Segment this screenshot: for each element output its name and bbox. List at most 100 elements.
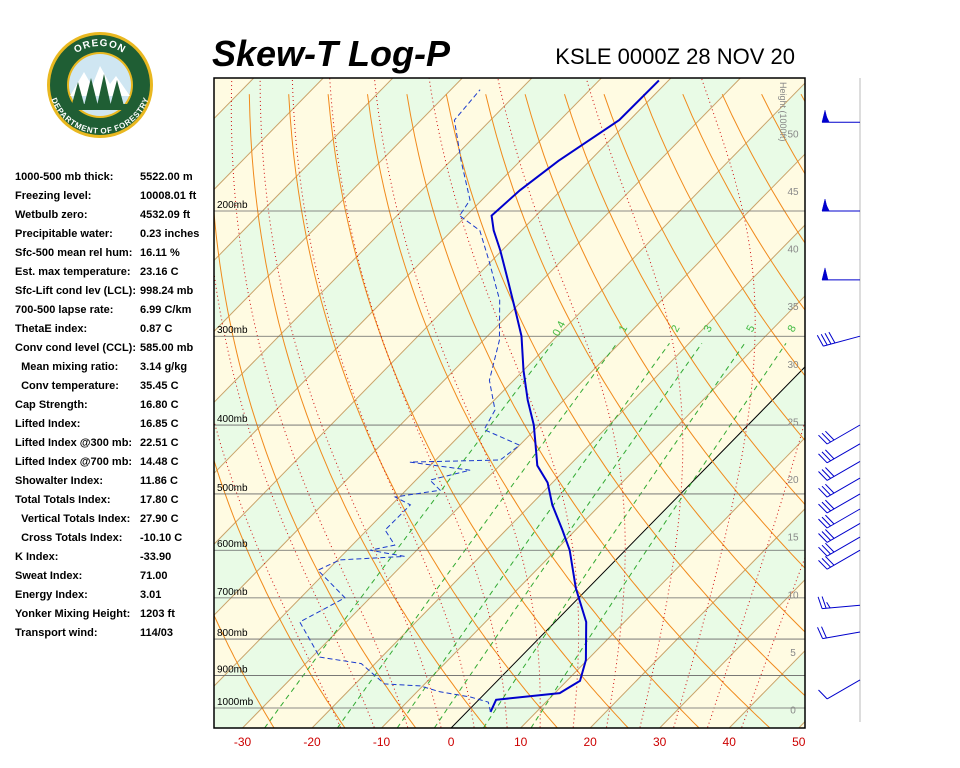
stat-label: Total Totals Index: <box>15 494 111 506</box>
height-label: 10 <box>787 590 799 601</box>
x-tick-label: 40 <box>723 735 737 749</box>
stat-label: ThetaE index: <box>15 323 87 335</box>
wind-barb <box>818 679 861 700</box>
dewpoint-profile <box>299 89 521 713</box>
wind-barb-staff <box>818 536 861 557</box>
x-tick-label: 10 <box>514 735 528 749</box>
stat-value: 114/03 <box>140 627 173 639</box>
height-label: 0 <box>790 706 796 717</box>
wind-barb-staff <box>818 679 861 700</box>
wind-barb-flag <box>821 198 829 212</box>
wind-barb <box>816 331 861 347</box>
moist-adiabat <box>291 78 475 728</box>
isotherm <box>589 508 805 728</box>
pressure-label: 900mb <box>217 664 248 675</box>
dry-adiabat <box>603 94 805 442</box>
stat-label: Energy Index: <box>15 589 88 601</box>
isotherm <box>242 153 805 728</box>
dry-adiabat <box>840 94 960 728</box>
wind-barb-staff <box>818 443 861 464</box>
stat-value: 71.00 <box>140 570 168 582</box>
stat-value: 1203 ft <box>140 608 175 620</box>
height-label: 5 <box>790 648 796 659</box>
stat-label: Lifted Index @700 mb: <box>15 456 132 468</box>
stat-label: Wetbulb zero: <box>15 209 88 221</box>
dry-adiabat <box>288 94 558 728</box>
pressure-label: 200mb <box>217 200 248 211</box>
pressure-label: 600mb <box>217 539 248 550</box>
plot-area: 0.4 1 2 3 5 81000mb900mb800mb700mb600mb500mb4… <box>214 78 960 728</box>
plot-border <box>213 77 806 729</box>
height-label: 35 <box>787 302 799 313</box>
stat-label: Lifted Index: <box>15 418 80 430</box>
stat-value: 4532.09 ft <box>140 209 190 221</box>
wind-barb <box>817 596 861 610</box>
height-label: 45 <box>787 187 799 198</box>
isotherm <box>214 82 805 687</box>
mixing-ratio-line <box>482 343 746 728</box>
wind-barb <box>818 443 861 464</box>
isotherm <box>214 78 672 545</box>
wind-barb-staff <box>817 596 861 610</box>
isotherm <box>381 295 805 728</box>
wind-barb-staff <box>818 477 861 498</box>
dry-adiabat <box>248 94 487 728</box>
wind-barb-flag <box>821 110 829 123</box>
isotherm <box>214 78 394 262</box>
height-label: 25 <box>787 417 799 428</box>
moist-adiabat <box>673 78 756 728</box>
isotherm <box>214 78 533 404</box>
x-tick-label: 0 <box>448 735 455 749</box>
stat-label: Sfc-500 mean rel hum: <box>15 247 132 259</box>
height-label: 50 <box>787 129 799 140</box>
isotherm <box>214 78 463 333</box>
wind-barb <box>821 198 860 212</box>
dry-adiabat <box>214 207 417 728</box>
moist-adiabat <box>214 419 341 728</box>
stat-value: 14.48 C <box>140 456 179 468</box>
isotherm <box>659 579 805 728</box>
height-label: 15 <box>787 533 799 544</box>
wind-barb-staff <box>818 493 861 514</box>
moist-adiabat <box>373 78 541 728</box>
dry-adiabat <box>485 94 805 633</box>
logo: OREGON DEPARTMENT OF FORESTRY <box>47 32 153 138</box>
stat-label: Mean mixing ratio: <box>15 361 118 373</box>
mixing-ratio-line <box>433 343 703 728</box>
wind-barb-staff <box>818 460 861 481</box>
x-tick-label: -10 <box>373 735 391 749</box>
stat-label: Conv cond level (CCL): <box>15 342 136 354</box>
stat-value: 35.45 C <box>140 380 179 392</box>
isotherm <box>214 78 602 475</box>
stat-value: 6.99 C/km <box>140 304 192 316</box>
mixing-ratio-line <box>530 343 787 728</box>
wind-barb-flag <box>821 267 829 281</box>
pressure-label: 1000mb <box>217 697 254 708</box>
stat-value: 3.01 <box>140 589 161 601</box>
stat-value: 22.51 C <box>140 437 179 449</box>
stat-value: 10008.01 ft <box>140 190 197 202</box>
wind-barb-staff <box>817 626 861 640</box>
stat-label: Vertical Totals Index: <box>15 513 130 525</box>
wind-barb <box>818 424 861 445</box>
chart-subtitle: KSLE 0000Z 28 NOV 20 <box>555 44 795 69</box>
stat-label: Cap Strength: <box>15 399 88 411</box>
stats-panel: 1000-500 mb thick: 5522.00 m Freezing leve… <box>15 171 199 639</box>
wind-barb-staff <box>818 522 861 543</box>
stat-label: Conv temperature: <box>15 380 119 392</box>
wind-barbs <box>816 110 861 700</box>
stat-label: Freezing level: <box>15 190 91 202</box>
stat-value: 17.80 C <box>140 494 179 506</box>
x-tick-label: -30 <box>234 735 252 749</box>
wind-barb <box>818 493 861 514</box>
dry-adiabat <box>880 94 960 728</box>
moist-adiabat <box>428 78 580 728</box>
isotherm-band <box>214 83 805 728</box>
isotherm <box>311 224 805 728</box>
stat-label: Showalter Index: <box>15 475 103 487</box>
stat-label: Sfc-Lift cond lev (LCL): <box>15 285 136 297</box>
stat-value: 23.16 C <box>140 266 179 278</box>
chart-title: Skew-T Log-P <box>212 33 451 74</box>
isotherm <box>214 78 741 616</box>
